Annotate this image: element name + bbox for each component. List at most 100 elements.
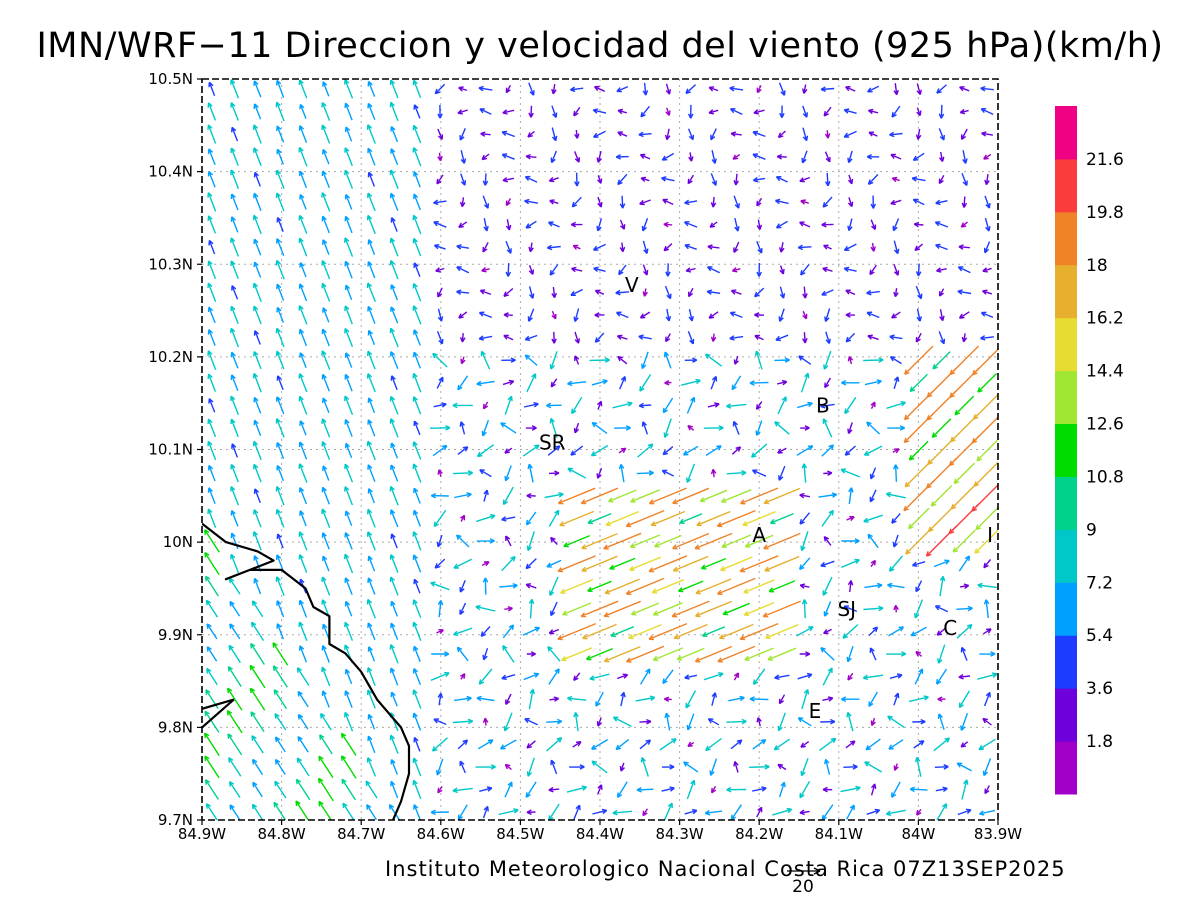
wind-vector (548, 628, 560, 635)
wind-vector (504, 395, 513, 415)
wind-vector (603, 645, 641, 663)
wind-vector (276, 533, 284, 549)
wind-vector (230, 553, 240, 574)
wind-vector (433, 221, 447, 228)
wind-vector (700, 557, 727, 570)
wind-vector (546, 737, 563, 752)
wind-vector (412, 689, 422, 709)
wind-vector (276, 375, 284, 391)
wind-vector (707, 244, 720, 250)
wind-vector (549, 576, 559, 597)
wind-vector (504, 606, 513, 612)
wind-vector (452, 718, 474, 725)
colorbar-label: 19.8 (1086, 203, 1124, 223)
wind-vector (822, 418, 833, 438)
wind-vector (961, 196, 968, 208)
wind-vector (637, 443, 654, 458)
wind-vector (663, 221, 673, 228)
wind-vector (298, 237, 308, 257)
wind-vector (866, 153, 880, 160)
wind-vector (253, 305, 262, 325)
wind-vector (870, 401, 876, 410)
wind-vector (684, 357, 698, 363)
wind-vector (612, 401, 633, 409)
wind-vector (344, 102, 353, 121)
wind-vector (754, 312, 765, 318)
wind-vector (711, 692, 717, 706)
wind-vector (869, 467, 877, 480)
wind-vector (687, 331, 695, 345)
wind-vector (845, 289, 856, 296)
wind-vector (756, 806, 763, 818)
wind-vector (594, 289, 605, 295)
wind-vector (752, 739, 767, 750)
wind-vector (726, 786, 747, 793)
wind-vector (603, 600, 641, 618)
wind-vector (412, 531, 422, 551)
wind-vector (322, 81, 330, 97)
wind-vector (772, 807, 793, 816)
wind-vector (501, 555, 516, 572)
wind-vector (703, 672, 724, 681)
wind-vector (412, 124, 422, 144)
wind-vector (593, 130, 606, 138)
wind-vector (729, 85, 744, 92)
wind-vector (390, 622, 399, 640)
wind-vector (915, 580, 923, 593)
wind-vector (866, 808, 881, 815)
wind-vector (273, 689, 288, 710)
wind-vector (756, 717, 762, 727)
wind-vector (888, 739, 904, 750)
wind-vector (228, 644, 241, 663)
wind-vector (298, 305, 308, 325)
wind-vector (207, 464, 216, 482)
wind-vector (984, 217, 991, 232)
wind-vector (366, 373, 376, 393)
wind-vector (976, 439, 998, 462)
wind-vector (229, 600, 241, 617)
wind-vector (720, 489, 752, 503)
wind-vector (717, 645, 756, 663)
wind-vector (587, 580, 612, 593)
wind-vector (475, 764, 496, 770)
wind-vector (527, 308, 535, 322)
wind-vector (344, 147, 353, 167)
wind-vector (938, 331, 946, 345)
wind-vector (912, 198, 925, 206)
wind-vector (344, 352, 353, 368)
wind-vector (230, 305, 239, 325)
wind-vector (869, 264, 877, 276)
wind-vector (732, 153, 741, 160)
wind-vector (344, 327, 354, 348)
wind-vector (903, 480, 935, 512)
wind-vector (504, 763, 512, 771)
wind-vector (910, 626, 927, 637)
wind-vector (367, 646, 376, 662)
wind-vector (229, 623, 241, 640)
wind-vector (459, 580, 466, 593)
wind-vector (845, 740, 856, 749)
wind-vector (843, 108, 857, 114)
wind-vector (708, 109, 719, 115)
wind-vector (437, 287, 443, 298)
wind-vector (716, 577, 756, 595)
wind-vector (501, 357, 516, 363)
wind-vector (367, 397, 376, 414)
wind-vector (848, 487, 854, 505)
wind-vector (711, 786, 717, 794)
wind-vector (762, 600, 802, 618)
wind-vector (390, 148, 399, 166)
wind-vector (797, 672, 813, 680)
wind-vector (777, 447, 787, 454)
wind-vector (573, 151, 580, 163)
wind-vector (716, 509, 756, 528)
wind-vector (207, 508, 217, 529)
wind-vector (957, 808, 972, 816)
wind-vector (868, 691, 879, 707)
wind-vector (499, 582, 518, 589)
wind-vector (560, 578, 594, 594)
wind-vector (322, 397, 330, 414)
wind-vector (344, 237, 354, 257)
wind-vector (253, 419, 262, 437)
wind-vector (820, 403, 835, 409)
